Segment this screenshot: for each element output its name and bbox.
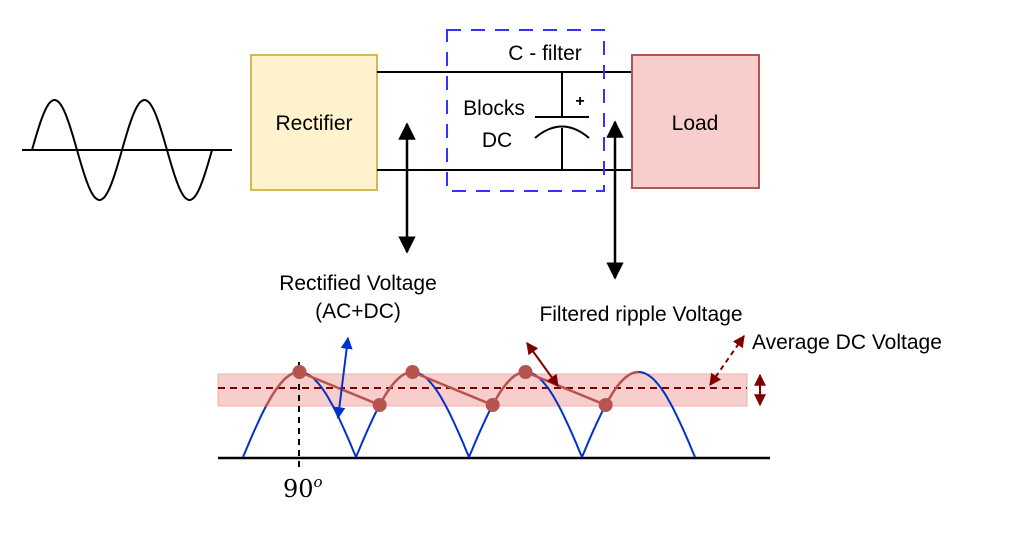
ac-input-sine-wave — [31, 99, 213, 201]
load-label: Load — [672, 112, 719, 135]
filtered-ripple-label: Filtered ripple Voltage — [539, 303, 742, 326]
c-filter-box — [446, 29, 605, 192]
capacitor-polarity: + — [575, 93, 584, 110]
c-filter-label: C - filter — [508, 42, 582, 65]
ripple-trace — [264, 370, 639, 408]
rectified-voltage-sublabel: (AC+DC) — [315, 300, 401, 323]
rectifier-block — [250, 54, 378, 191]
rectified-voltage-label: Rectified Voltage — [279, 272, 437, 295]
blocks-dc-label-2: DC — [482, 129, 512, 152]
load-block — [631, 54, 760, 189]
rectified-label-arrow — [333, 336, 353, 420]
average-dc-label: Average DC Voltage — [752, 331, 942, 354]
ripple-label-arrow — [526, 342, 559, 387]
peak-dot — [518, 365, 533, 379]
capacitor-symbol — [534, 72, 590, 170]
average-dc-arrow — [709, 335, 745, 386]
peak-dot — [405, 365, 420, 379]
peak-dot — [292, 365, 307, 379]
blocks-dc-label-1: Blocks — [463, 97, 525, 120]
trough-dot — [598, 398, 613, 412]
filtered-ripple-waveform — [264, 365, 639, 412]
rectifier-label: Rectifier — [275, 112, 352, 135]
trough-dot — [372, 398, 387, 412]
trough-dot — [485, 398, 500, 412]
angle-label: 90o — [283, 473, 323, 503]
